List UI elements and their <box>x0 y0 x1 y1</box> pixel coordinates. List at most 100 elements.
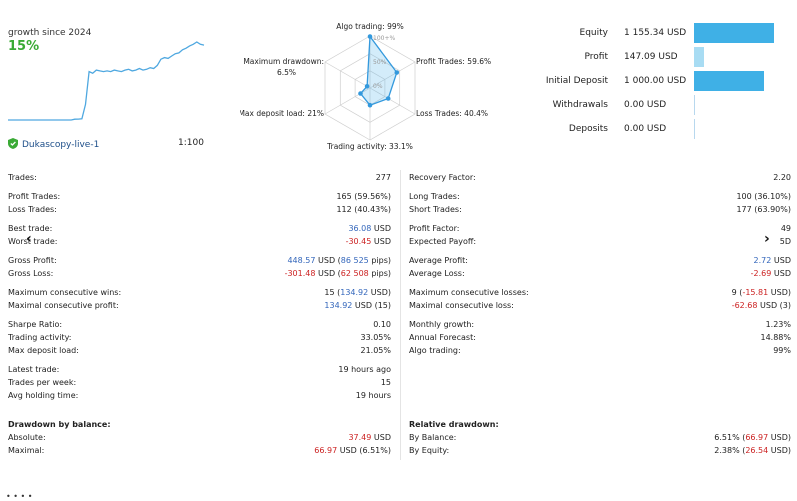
avg-profit-num: 2.72 <box>753 256 772 265</box>
by-balance-unit: USD) <box>768 433 791 442</box>
radar-point <box>358 91 363 96</box>
stat-value: 112 (40.43%) <box>336 205 391 214</box>
stat-label: Sharpe Ratio: <box>8 320 63 329</box>
stat-value: 2.38% (26.54 USD) <box>714 445 791 457</box>
stat-monthly-growth: Monthly growth: 1.23% <box>409 319 791 331</box>
balance-value: 1 000.00 USD <box>624 76 687 86</box>
radar-label-profit-trades: Profit Trades: 59.6% <box>416 57 491 66</box>
stat-value: 2.72 USD <box>754 255 791 267</box>
gross-profit-pips: 86 525 <box>340 256 369 265</box>
maximal-usd: 66.97 <box>314 446 338 455</box>
radar-points <box>358 34 400 108</box>
best-trade-unit: USD <box>371 224 391 233</box>
cons-loss-usd: -62.68 <box>731 301 758 310</box>
stat-value: 177 (63.90%) <box>736 205 791 214</box>
stat-loss-trades: Loss Trades: 112 (40.43%) <box>8 204 391 216</box>
stat-label: Gross Profit: <box>8 256 57 265</box>
cons-wins-unit: USD) <box>368 288 391 297</box>
stat-label: Maximum consecutive losses: <box>409 288 529 297</box>
stat-maximal-drawdown: Maximal: 66.97 USD (6.51%) <box>8 445 391 457</box>
stat-value: 21.05% <box>360 346 391 355</box>
next-arrow-icon[interactable]: › <box>764 231 770 247</box>
cons-profit-unit: USD (15) <box>352 301 391 310</box>
stat-label: Avg holding time: <box>8 391 79 400</box>
stat-value: 0.10 <box>373 320 391 329</box>
gross-loss-pips: 62 508 <box>340 269 369 278</box>
radar-label-max-drawdown-value: 6.5% <box>277 68 296 77</box>
stat-latest-trade: Latest trade: 19 hours ago <box>8 364 391 376</box>
stat-max-cons-losses: Maximum consecutive losses: 9 (-15.81 USD… <box>409 287 791 299</box>
balance-bar <box>694 47 705 67</box>
heading-text: Drawdown by balance: <box>8 420 111 429</box>
stat-avg-holding: Avg holding time: 19 hours <box>8 390 391 402</box>
leverage: 1:100 <box>178 138 204 148</box>
stat-average-profit: Average Profit: 2.72 USD <box>409 255 791 267</box>
radar-label-trading-activity: Trading activity: 33.1% <box>326 142 413 151</box>
stat-value: 134.92 USD (15) <box>324 300 391 312</box>
radar-spoke <box>369 61 416 89</box>
stat-recovery-factor: Recovery Factor: 2.20 <box>409 172 791 184</box>
stat-label: Trading activity: <box>8 333 72 342</box>
balance-label: Profit <box>584 52 608 62</box>
balance-row: Initial Deposit 1 000.00 USD <box>530 70 792 92</box>
cons-profit-usd: 134.92 <box>324 301 353 310</box>
cons-loss-unit: USD (3) <box>757 301 791 310</box>
stat-label: Long Trades: <box>409 192 460 201</box>
stat-value: -62.68 USD (3) <box>732 300 791 312</box>
stat-maximal-cons-loss: Maximal consecutive loss: -62.68 USD (3) <box>409 300 791 312</box>
radar-spoke <box>324 61 371 89</box>
stat-average-loss: Average Loss: -2.69 USD <box>409 268 791 280</box>
stat-label: Expected Payoff: <box>409 237 477 246</box>
stat-gross-profit: Gross Profit: 448.57 USD (86 525 pips) <box>8 255 391 267</box>
radar-label-max-drawdown: Maximum drawdown: <box>243 57 324 66</box>
stat-value: 99% <box>773 346 791 355</box>
stat-label: Loss Trades: <box>8 205 57 214</box>
cons-losses-count: 9 ( <box>731 288 743 297</box>
stat-best-trade: Best trade: 36.08 USD <box>8 223 391 235</box>
stat-value: 37.49 USD <box>348 432 391 444</box>
stat-value: 19 hours ago <box>338 365 391 374</box>
maximal-unit: USD (6.51%) <box>337 446 391 455</box>
radar-point <box>367 34 373 39</box>
stat-profit-trades: Profit Trades: 165 (59.56%) <box>8 191 391 203</box>
stat-value: 15 <box>380 378 391 387</box>
stat-label: Latest trade: <box>8 365 60 374</box>
stat-max-cons-wins: Maximum consecutive wins: 15 (134.92 USD) <box>8 287 391 299</box>
pagination-dots[interactable]: • • • • <box>6 492 33 501</box>
stat-max-deposit-load: Max deposit load: 21.05% <box>8 345 391 357</box>
stat-label: Maximal: <box>8 446 45 455</box>
avg-profit-unit: USD <box>771 256 791 265</box>
radar-point <box>385 96 391 101</box>
stat-label: Maximal consecutive profit: <box>8 301 119 310</box>
balance-row: Equity 1 155.34 USD <box>530 22 792 44</box>
absolute-unit: USD <box>371 433 391 442</box>
drawdown-heading: Drawdown by balance: <box>8 419 391 431</box>
stat-short-trades: Short Trades: 177 (63.90%) <box>409 204 791 216</box>
stat-gross-loss: Gross Loss: -301.48 USD (62 508 pips) <box>8 268 391 280</box>
growth-line <box>8 41 205 121</box>
stat-value: 33.05% <box>360 333 391 342</box>
balance-bar <box>694 23 774 43</box>
by-equity-pct: 2.38% ( <box>714 446 746 455</box>
ring-label-100: 100+% <box>373 35 395 42</box>
balance-label: Equity <box>579 28 608 38</box>
prev-arrow-icon[interactable]: ‹ <box>26 231 32 247</box>
stat-label: Worst trade: <box>8 237 58 246</box>
stat-value: 448.57 USD (86 525 pips) <box>287 255 391 267</box>
stat-label: Maximum consecutive wins: <box>8 288 122 297</box>
radar-polygon <box>359 34 398 106</box>
balance-label: Withdrawals <box>552 100 608 110</box>
broker-info[interactable]: Dukascopy-live-1 <box>8 138 99 152</box>
balance-bar <box>694 119 695 139</box>
stat-by-equity: By Equity: 2.38% (26.54 USD) <box>409 445 791 457</box>
stat-algo-trading: Algo trading: 99% <box>409 345 791 357</box>
stat-value: -301.48 USD (62 508 pips) <box>285 268 391 280</box>
by-balance-pct: 6.51% ( <box>714 433 746 442</box>
gross-profit-pips-unit: pips) <box>368 256 391 265</box>
stat-value: 9 (-15.81 USD) <box>732 287 791 299</box>
broker-name[interactable]: Dukascopy-live-1 <box>22 140 100 150</box>
stat-label: Annual Forecast: <box>409 333 476 342</box>
stat-worst-trade: Worst trade: -30.45 USD <box>8 236 391 248</box>
balance-row: Deposits 0.00 USD <box>530 118 792 140</box>
balance-bar <box>694 71 764 91</box>
